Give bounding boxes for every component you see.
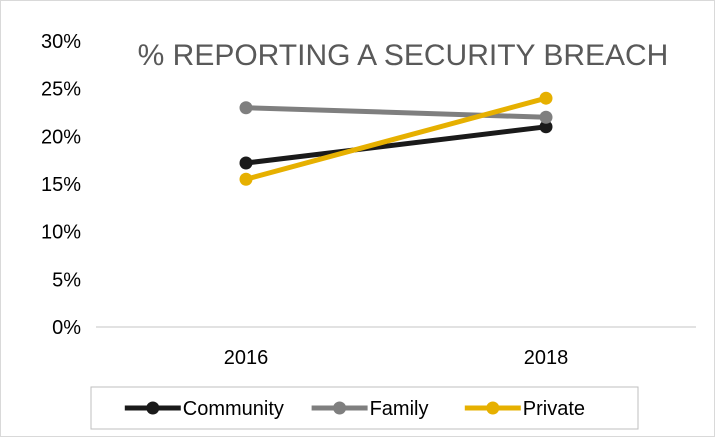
series-line-family: [243, 105, 549, 120]
y-tick-label: 30%: [41, 31, 81, 53]
y-tick-label: 15%: [41, 174, 81, 196]
series-line-community: [243, 124, 549, 166]
legend-label-private: Private: [523, 398, 585, 420]
y-tick-label: 20%: [41, 126, 81, 148]
y-tick-label: 10%: [41, 222, 81, 244]
x-tick-label: 2018: [524, 347, 569, 369]
legend-marker-family: [333, 401, 347, 415]
legend-label-community: Community: [183, 398, 284, 420]
y-tick-label: 5%: [52, 269, 81, 291]
series-group: [239, 91, 553, 186]
x-tick-label: 2016: [224, 347, 269, 369]
y-axis-ticks: 0% 5% 10% 15% 20% 25% 30%: [41, 31, 81, 339]
data-point-private: [239, 172, 253, 186]
data-point-private: [539, 91, 553, 105]
legend-label-family: Family: [370, 398, 429, 420]
legend-marker-private: [486, 401, 500, 415]
series-line-private: [243, 95, 549, 182]
chart-title: % REPORTING A SECURITY BREACH: [138, 39, 669, 72]
data-point-family: [239, 101, 253, 115]
data-point-family: [539, 110, 553, 124]
legend-marker-community: [146, 401, 160, 415]
data-point-community: [539, 120, 553, 134]
y-tick-label: 25%: [41, 79, 81, 101]
y-tick-label: 0%: [52, 317, 81, 339]
x-axis-ticks: 2016 2018: [224, 347, 569, 369]
legend: Community Family Private: [124, 398, 585, 420]
data-point-community: [239, 156, 253, 170]
